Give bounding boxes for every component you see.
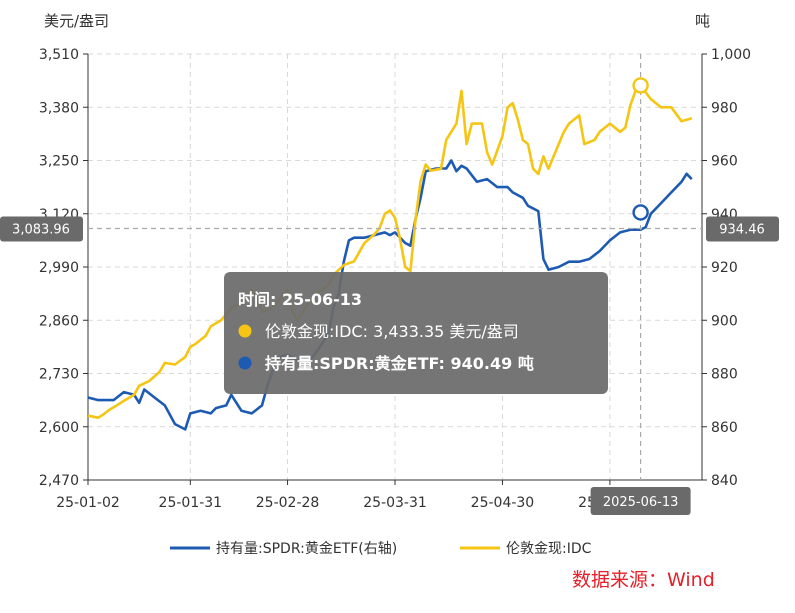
x-tick-label: 25-04-30 [471,495,535,511]
data-source: 数据来源：Wind [572,569,715,591]
right-tick-label: 960 [711,154,738,170]
right-tick-label: 880 [711,367,738,383]
date-pointer-label: 2025-06-13 [603,495,679,510]
tooltip-title: 时间: 25-06-13 [238,290,362,309]
left-tick-label: 2,730 [39,367,79,383]
right-axis-unit: 吨 [695,12,710,30]
left-tick-label: 2,860 [39,313,79,329]
right-tick-label: 900 [711,313,738,329]
left-pointer-box [0,216,83,242]
right-tick-label: 1,000 [711,47,751,63]
date-pointer-box [590,487,691,515]
tooltip: 时间: 25-06-13 伦敦金现:IDC: 3,433.35 美元/盎司持有量:… [224,272,608,394]
right-tick-label: 840 [711,473,738,489]
tooltip-row: 伦敦金现:IDC: 3,433.35 美元/盎司 [265,322,519,341]
x-tick-label: 25-02-28 [256,495,320,511]
left-tick-label: 2,470 [39,473,79,489]
right-pointer-box [706,216,779,242]
x-tick-label: 25-01-02 [56,495,120,511]
tooltip-marker [238,356,252,370]
tooltip-marker [238,324,252,338]
hover-point-gold [632,77,649,94]
series-line-london-gold[interactable] [87,84,693,419]
right-tick-label: 860 [711,420,738,436]
left-pointer-label: 3,083.96 [12,223,70,238]
left-tick-label: 3,250 [39,154,79,170]
right-tick-label: 920 [711,260,738,276]
x-tick-labels: 25-01-02 25-01-31 25-02-28 25-03-31 25-04-30… [56,495,641,511]
x-tick-label: 25-03-31 [363,495,427,511]
left-tick-labels: 2,4702,6002,7302,8602,9903,1203,2503,380… [39,47,79,489]
crosshair: 3,083.96 934.46 2025-06-13 [0,54,779,515]
left-tick-label: 2,600 [39,420,79,436]
legend-label: 伦敦金现:IDC [506,541,592,557]
x-tick-label: 25-01-31 [159,495,223,511]
left-axis-unit: 美元/盎司 [44,12,109,30]
series-layer[interactable] [87,84,693,431]
legend-label: 持有量:SPDR:黄金ETF(右轴) [216,540,397,557]
right-tick-label: 980 [711,100,738,116]
hover-point-spdr [632,204,649,221]
legend[interactable]: 持有量:SPDR:黄金ETF(右轴) 伦敦金现:IDC [170,540,592,557]
left-tick-label: 3,510 [39,47,79,63]
tooltip-row: 持有量:SPDR:黄金ETF: 940.49 吨 [265,354,534,373]
left-tick-label: 3,380 [39,100,79,116]
left-tick-label: 2,990 [39,260,79,276]
axes [83,53,707,485]
tooltip-box [224,272,608,394]
grid-lines [88,53,702,480]
right-pointer-label: 934.46 [719,223,765,238]
